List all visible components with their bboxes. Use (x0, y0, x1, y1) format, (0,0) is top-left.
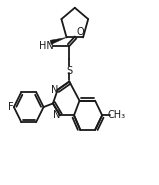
Text: S: S (66, 66, 72, 76)
Polygon shape (50, 37, 67, 45)
Text: N: N (51, 85, 58, 95)
Text: HN: HN (38, 41, 53, 51)
Text: N: N (53, 110, 60, 120)
Text: CH₃: CH₃ (108, 110, 126, 120)
Text: F: F (8, 102, 14, 112)
Text: O: O (76, 27, 84, 37)
